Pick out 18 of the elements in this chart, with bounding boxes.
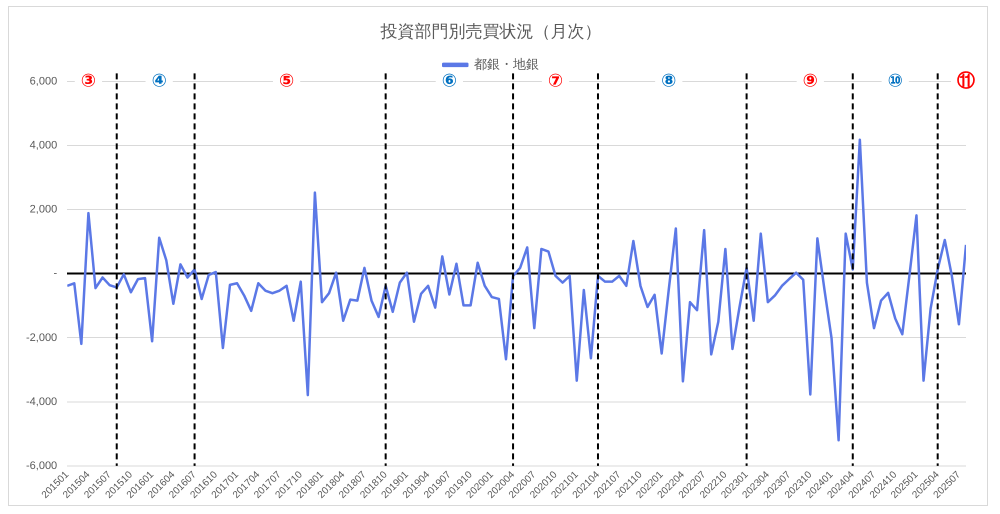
y-tick-label: 6,000 [30, 75, 58, 88]
chart-title: 投資部門別売買状況（月次） [380, 22, 602, 41]
annotation: ⑩ [888, 70, 903, 90]
legend-label: 都銀・地銀 [474, 56, 539, 72]
y-tick-label: -2,000 [26, 332, 58, 344]
annotation: ⑥ [442, 70, 457, 90]
y-tick-label: 2,000 [30, 204, 58, 216]
y-tick-label: - [54, 268, 58, 280]
annotation: ④ [152, 70, 167, 90]
annotation: ⑨ [802, 70, 818, 90]
annotation: ⑦ [548, 70, 564, 90]
annotation: ⑪ [957, 70, 975, 90]
annotation: ⑧ [661, 70, 676, 90]
y-tick-label: -6,000 [26, 460, 58, 472]
y-tick-label: 4,000 [30, 140, 58, 152]
annotation: ③ [80, 70, 96, 90]
annotation: ⑤ [278, 70, 294, 90]
y-tick-label: -4,000 [26, 396, 58, 408]
